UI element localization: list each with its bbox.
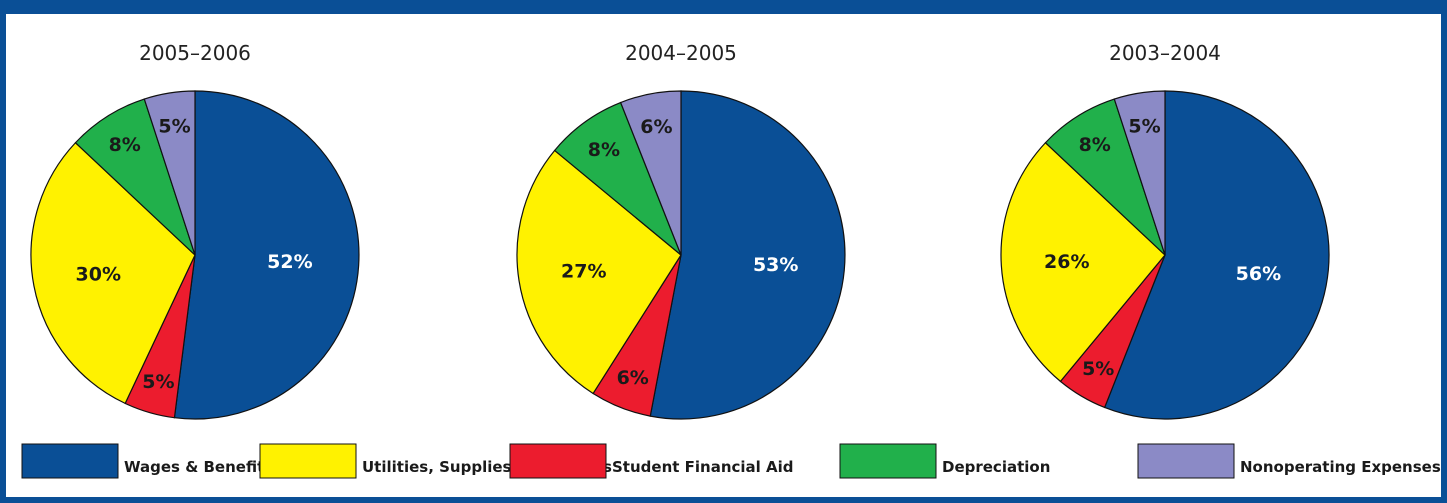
pie-chart: 2004–2005 53% 6% 27% 8% 6% <box>516 41 846 420</box>
legend-swatch <box>1137 443 1235 479</box>
pie-slice-utilities-supplies-services <box>30 141 196 405</box>
pie-title: 2005–2006 <box>139 41 251 65</box>
pie-label-utilities-supplies-services: 26% <box>1044 251 1089 273</box>
pie-label-wages-benefits: 53% <box>753 254 798 276</box>
pie-slice-nonoperating-expenses <box>143 90 196 256</box>
pie-label-student-financial-aid: 5% <box>142 371 174 393</box>
pie-slice-utilities-supplies-services <box>516 149 682 395</box>
pie-label-student-financial-aid: 5% <box>1082 358 1114 380</box>
pie-label-nonoperating-expenses: 5% <box>158 115 190 137</box>
pie-slice-nonoperating-expenses <box>1113 90 1166 256</box>
pie-slice-wages-benefits <box>649 90 846 420</box>
legend-swatch <box>259 443 357 479</box>
legend-item-wages-benefits: Wages & Benefits <box>21 443 273 479</box>
pie-label-depreciation: 8% <box>109 134 141 156</box>
legend-item-nonoperating-expenses: Nonoperating Expenses <box>1137 443 1441 479</box>
legend-label: Depreciation <box>942 458 1050 476</box>
pie-label-wages-benefits: 56% <box>1236 263 1281 285</box>
pie-chart: 2003–2004 56% 5% 26% 8% 5% <box>1000 41 1330 420</box>
legend-item-student-financial-aid: Student Financial Aid <box>509 443 794 479</box>
pie-slice-wages-benefits <box>173 90 360 420</box>
pie-label-utilities-supplies-services: 30% <box>76 263 121 285</box>
pie-title: 2003–2004 <box>1109 41 1221 65</box>
pie-label-nonoperating-expenses: 6% <box>640 116 672 138</box>
pie-title: 2004–2005 <box>625 41 737 65</box>
legend-swatch <box>509 443 607 479</box>
legend-item-depreciation: Depreciation <box>839 443 1050 479</box>
legend-label: Nonoperating Expenses <box>1240 458 1441 476</box>
pie-slice-wages-benefits <box>1103 90 1330 420</box>
pie-label-nonoperating-expenses: 5% <box>1128 115 1160 137</box>
pie-label-wages-benefits: 52% <box>267 251 312 273</box>
pie-slice-utilities-supplies-services <box>1000 141 1166 383</box>
pie-label-depreciation: 8% <box>588 139 620 161</box>
legend-swatch <box>839 443 937 479</box>
pie-label-student-financial-aid: 6% <box>617 367 649 389</box>
legend-label: Wages & Benefits <box>124 458 273 476</box>
pie-label-depreciation: 8% <box>1079 134 1111 156</box>
pie-chart: 2005–2006 52% 5% 30% 8% 5% <box>30 41 360 420</box>
legend-swatch <box>21 443 119 479</box>
pie-label-utilities-supplies-services: 27% <box>561 260 606 282</box>
pie-slice-nonoperating-expenses <box>619 90 682 256</box>
legend-label: Student Financial Aid <box>612 458 794 476</box>
